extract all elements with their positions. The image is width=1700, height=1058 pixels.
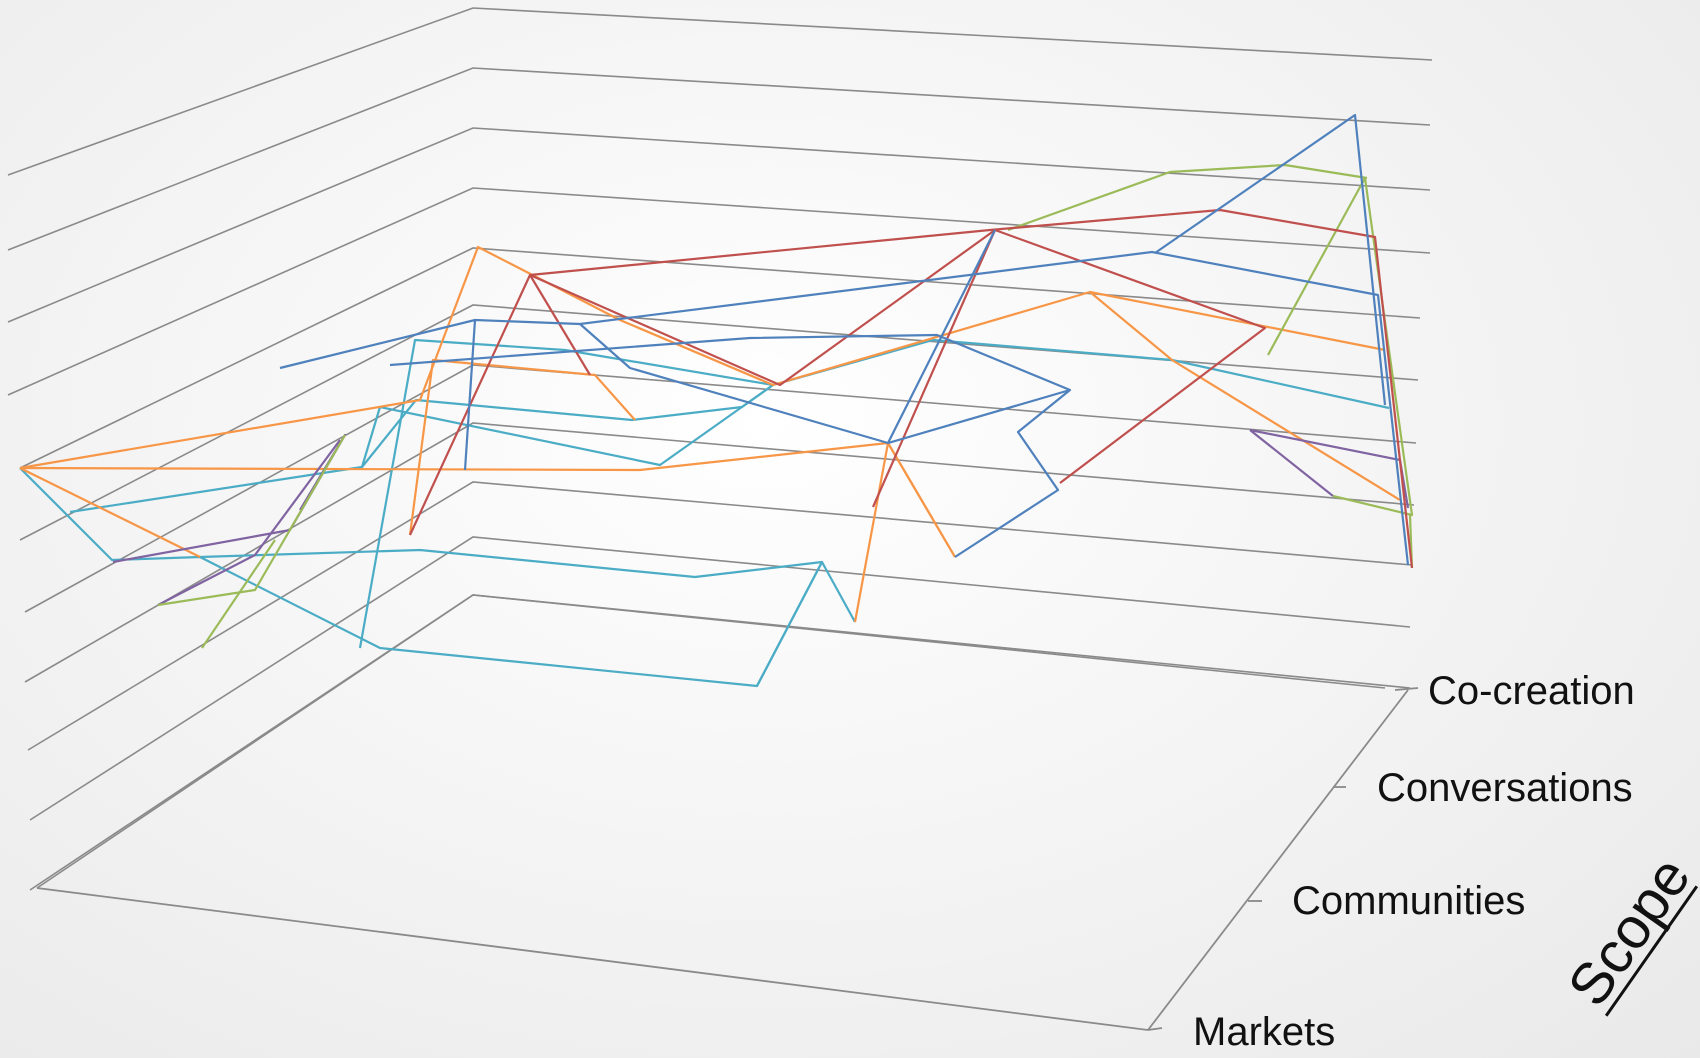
tick-label-co-creation: Co-creation — [1428, 669, 1635, 713]
series-0-line — [360, 384, 774, 468]
series-3-line — [201, 539, 276, 649]
gridline — [29, 594, 1411, 891]
series-5-line — [1154, 113, 1387, 406]
gridline — [7, 187, 1431, 396]
gridline — [36, 594, 1386, 889]
series-lines — [19, 113, 1414, 688]
depth-tick-labels: Co-creation Conversations Communities Ma… — [1193, 669, 1635, 1054]
series-1-line — [19, 441, 956, 558]
series-4-line — [871, 229, 997, 508]
axis-title-scope: Scope — [1555, 845, 1700, 1017]
series-0-line — [756, 561, 823, 687]
depth-tick-markets — [1147, 1027, 1163, 1031]
gridline — [7, 67, 1431, 251]
series-5-line — [579, 323, 1071, 445]
series-5-line — [463, 319, 477, 471]
series-0-line — [199, 548, 823, 579]
series-4-line — [529, 274, 591, 376]
series-5-line — [887, 229, 996, 444]
gridline — [7, 127, 1431, 323]
series-1-line — [19, 467, 201, 558]
depth-tick-co-creation — [1394, 687, 1419, 691]
series-2-line — [1249, 428, 1410, 509]
series-3-line — [1007, 163, 1368, 232]
gridline — [7, 7, 1433, 176]
series-5-line — [279, 250, 1410, 566]
tick-label-markets: Markets — [1193, 1010, 1335, 1054]
series-4-line — [409, 208, 1414, 569]
floor-front-edge — [36, 887, 1149, 1031]
tick-label-conversations: Conversations — [1377, 766, 1633, 810]
gridline — [29, 536, 1411, 821]
series-2-line — [1249, 429, 1334, 497]
tick-label-communities: Communities — [1292, 879, 1525, 923]
series-3-line — [1267, 176, 1414, 517]
gridlines — [7, 7, 1433, 891]
series-1-line — [408, 358, 636, 536]
series-4-line — [994, 228, 1267, 484]
gridline — [27, 481, 1413, 751]
depth-axis-line — [1147, 689, 1409, 1031]
depth-axis — [36, 687, 1419, 1031]
axis-title-group: Scope — [1555, 845, 1700, 1017]
series-2-line — [157, 439, 341, 606]
series-0-line — [358, 338, 774, 649]
axis-title-underline — [1604, 885, 1699, 1017]
series-3-line — [157, 434, 346, 607]
series-1-line — [853, 441, 956, 623]
series-1-line — [1089, 291, 1401, 501]
